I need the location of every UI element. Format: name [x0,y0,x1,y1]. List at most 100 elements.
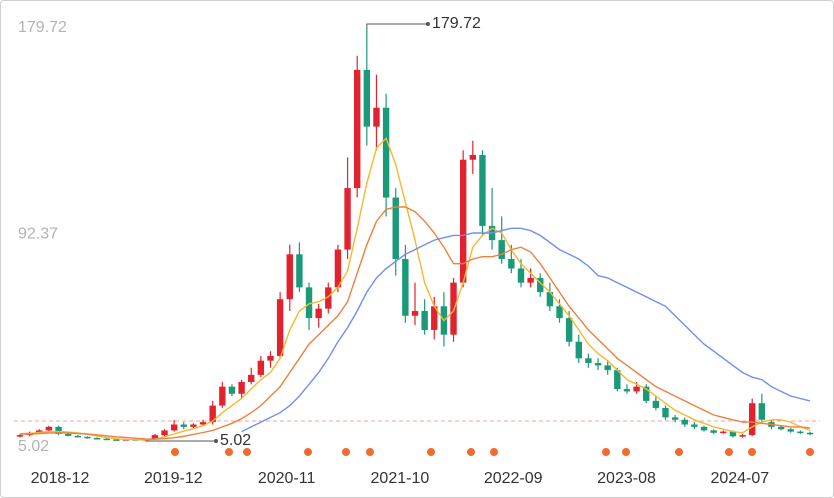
annotation: 5.02 [145,432,251,449]
candle-body [508,259,515,269]
event-dot [467,448,475,456]
candle-body [720,431,727,434]
x-tick-label: 2022-09 [484,470,543,487]
candle-body [315,308,322,319]
candle-body [546,292,554,307]
candle-body [45,426,53,431]
candle-body [238,381,245,394]
candle-body [257,360,265,375]
candle-body [296,254,303,288]
candle-body [681,419,688,425]
candle-body [633,386,640,392]
candle-body [643,386,650,401]
candle-body [36,430,43,433]
candle-body [498,240,505,260]
candle-body [614,370,621,390]
moving-average-line [20,206,811,440]
candle-body [469,154,477,160]
candle-body [64,433,72,436]
candle-body [276,299,284,356]
candle-body [74,435,82,438]
candle-body [392,197,399,260]
candle-body [180,424,187,427]
x-tick-label: 2020-11 [258,470,316,487]
candle-body [517,268,525,283]
candle-body [93,437,101,440]
candle-body [228,386,236,394]
candle-body [353,69,361,189]
x-tick-label: 2024-07 [710,470,769,487]
candle-body [344,188,351,250]
candle-body [325,287,332,309]
y-tick-label: 5.02 [18,438,49,455]
candle-body [450,282,457,335]
candle-body [219,386,226,406]
event-dot [490,448,498,456]
candle-body [199,422,207,425]
event-dot [602,448,610,456]
event-dot [243,448,251,456]
candle-body [585,358,592,364]
candle-body [382,107,390,198]
event-dot [225,448,233,456]
annotation-dot [426,22,430,26]
candle-body [190,424,197,427]
candle-body [777,426,785,430]
candle-body [103,438,110,441]
candle-body [671,417,679,420]
event-dot [342,448,350,456]
x-tick-label: 2018-12 [31,470,90,487]
candle-body [170,424,178,431]
candle-body [16,435,24,437]
event-dot [806,448,814,456]
candle-body [662,407,669,418]
event-dot [304,448,312,456]
candle-body [373,107,380,127]
candle-body [710,430,717,433]
candle-body [700,426,708,431]
candle-body [113,439,120,441]
candle-body [748,403,756,436]
candle-body [161,430,168,436]
candle-body [691,424,698,427]
candle-body [797,431,804,434]
candle-body [594,363,602,366]
candle-body [537,277,544,293]
candle-body [305,287,313,319]
candle-body [527,277,534,283]
candle-body [729,431,737,437]
x-tick-label: 2021-10 [371,470,430,487]
candle-body [84,436,91,439]
candle-body [267,355,274,361]
moving-average-line [241,227,811,433]
candle-body [286,254,293,300]
candle-body [623,389,631,392]
candle-body [363,69,371,127]
x-tick-label: 2023-08 [597,470,656,487]
candle-body [556,306,563,319]
event-dot [748,448,756,456]
candle-body [565,318,573,342]
candle-body [411,311,419,316]
y-tick-label: 92.37 [18,226,58,243]
candle-body [431,306,438,330]
candle-body [334,249,342,288]
candle-body [421,311,428,330]
candle-body [209,405,216,423]
event-dot [366,448,374,456]
candle-body [459,159,467,283]
candle-body [55,426,62,434]
annotation-label: 5.02 [220,432,251,449]
event-dot [622,448,630,456]
annotation-dot [214,439,218,443]
candle-body [402,259,409,316]
candle-body [758,403,766,420]
event-dots [171,448,814,456]
y-tick-label: 179.72 [18,19,67,36]
event-dot [171,448,179,456]
candle-body [806,432,814,435]
candle-body [479,154,486,226]
candle-body [248,374,255,382]
